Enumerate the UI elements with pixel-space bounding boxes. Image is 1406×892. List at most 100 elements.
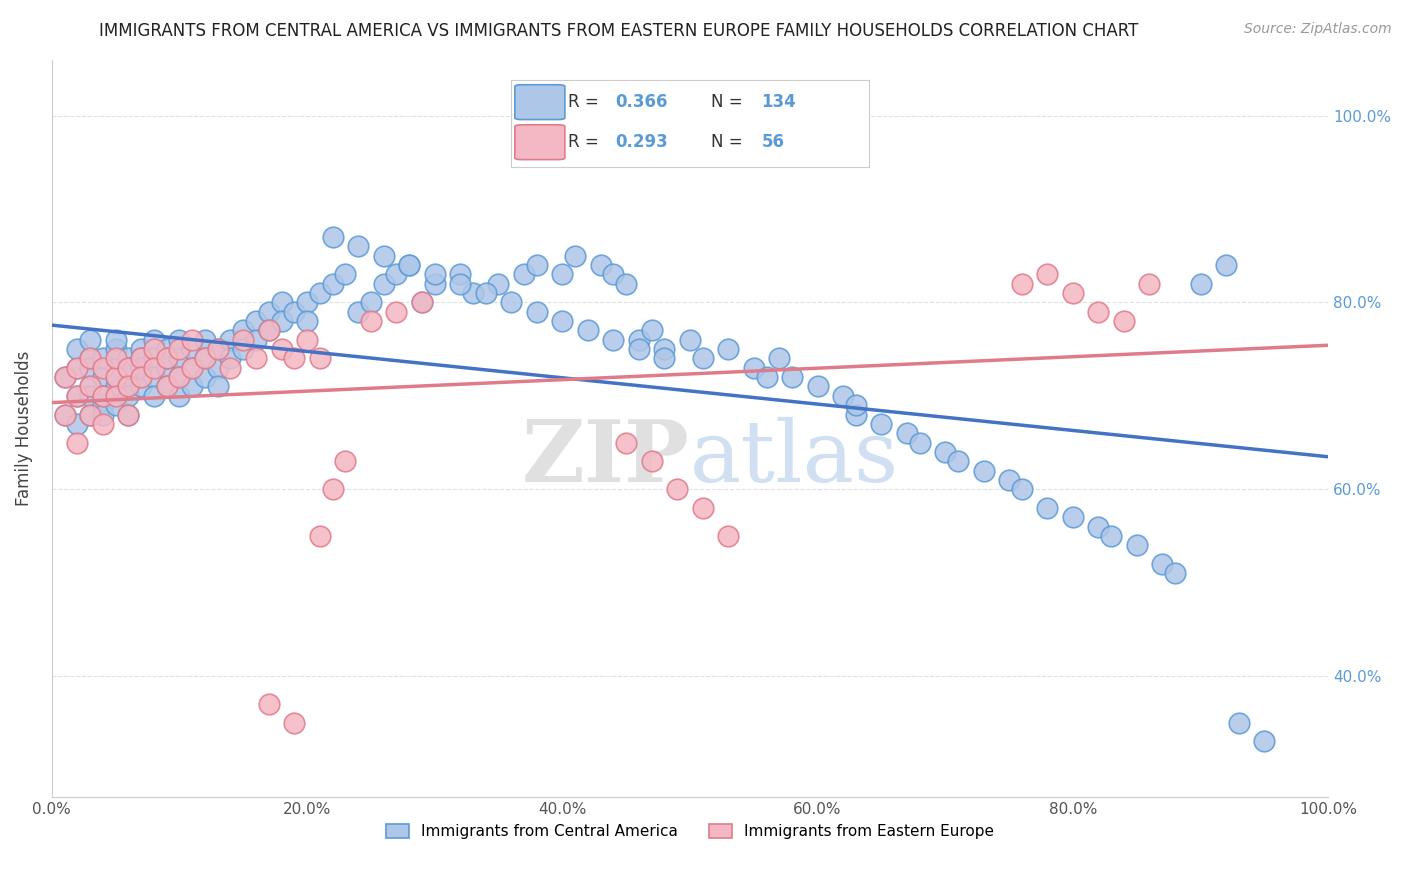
Point bbox=[692, 351, 714, 366]
Point bbox=[589, 258, 612, 272]
Legend: Immigrants from Central America, Immigrants from Eastern Europe: Immigrants from Central America, Immigra… bbox=[380, 818, 1000, 845]
Point bbox=[1189, 277, 1212, 291]
Y-axis label: Family Households: Family Households bbox=[15, 351, 32, 507]
Point bbox=[142, 351, 165, 366]
Text: Source: ZipAtlas.com: Source: ZipAtlas.com bbox=[1244, 22, 1392, 37]
Point bbox=[270, 342, 292, 356]
Point bbox=[142, 389, 165, 403]
Point bbox=[870, 417, 893, 431]
Point bbox=[142, 342, 165, 356]
Text: ZIP: ZIP bbox=[522, 416, 690, 500]
Point bbox=[66, 389, 89, 403]
Point bbox=[117, 379, 139, 393]
Point bbox=[717, 342, 740, 356]
Point bbox=[411, 295, 433, 310]
Point bbox=[1011, 277, 1033, 291]
Point bbox=[156, 360, 179, 375]
Point bbox=[79, 351, 101, 366]
Point bbox=[79, 379, 101, 393]
Point bbox=[104, 398, 127, 412]
Point bbox=[640, 323, 662, 337]
Point bbox=[156, 351, 179, 366]
Point bbox=[640, 454, 662, 468]
Point bbox=[602, 333, 624, 347]
Point bbox=[53, 408, 76, 422]
Point bbox=[946, 454, 969, 468]
Point bbox=[142, 370, 165, 384]
Point bbox=[308, 529, 330, 543]
Point bbox=[806, 379, 828, 393]
Point bbox=[1036, 268, 1059, 282]
Point bbox=[117, 408, 139, 422]
Point bbox=[742, 360, 765, 375]
Point bbox=[423, 277, 446, 291]
Point bbox=[104, 342, 127, 356]
Point bbox=[322, 277, 344, 291]
Point bbox=[79, 408, 101, 422]
Point bbox=[934, 445, 956, 459]
Point bbox=[66, 342, 89, 356]
Point bbox=[79, 379, 101, 393]
Point bbox=[1125, 538, 1147, 552]
Point bbox=[908, 435, 931, 450]
Point bbox=[104, 389, 127, 403]
Point bbox=[308, 286, 330, 301]
Point bbox=[780, 370, 803, 384]
Point bbox=[142, 333, 165, 347]
Point bbox=[461, 286, 484, 301]
Point bbox=[156, 379, 179, 393]
Point bbox=[308, 351, 330, 366]
Point bbox=[104, 351, 127, 366]
Point bbox=[232, 342, 254, 356]
Point bbox=[295, 333, 318, 347]
Point bbox=[1011, 482, 1033, 496]
Point bbox=[156, 379, 179, 393]
Point bbox=[973, 464, 995, 478]
Point bbox=[654, 342, 676, 356]
Point bbox=[156, 351, 179, 366]
Point bbox=[335, 268, 357, 282]
Point bbox=[257, 305, 280, 319]
Point bbox=[91, 408, 114, 422]
Point bbox=[91, 370, 114, 384]
Point bbox=[1036, 500, 1059, 515]
Point bbox=[347, 305, 370, 319]
Point bbox=[283, 305, 305, 319]
Point bbox=[53, 370, 76, 384]
Point bbox=[551, 268, 574, 282]
Point bbox=[104, 333, 127, 347]
Point bbox=[91, 389, 114, 403]
Point bbox=[717, 529, 740, 543]
Point bbox=[513, 268, 536, 282]
Point bbox=[614, 435, 637, 450]
Point bbox=[360, 314, 382, 328]
Point bbox=[423, 268, 446, 282]
Point bbox=[1164, 566, 1187, 581]
Point bbox=[156, 342, 179, 356]
Point bbox=[91, 360, 114, 375]
Point bbox=[270, 314, 292, 328]
Point bbox=[194, 333, 217, 347]
Point bbox=[66, 435, 89, 450]
Point bbox=[104, 370, 127, 384]
Point bbox=[385, 305, 408, 319]
Point bbox=[257, 697, 280, 711]
Point bbox=[129, 379, 152, 393]
Point bbox=[207, 342, 229, 356]
Point bbox=[232, 333, 254, 347]
Point bbox=[1062, 510, 1084, 524]
Point bbox=[322, 482, 344, 496]
Point bbox=[66, 417, 89, 431]
Point bbox=[474, 286, 496, 301]
Point bbox=[207, 342, 229, 356]
Point bbox=[896, 426, 918, 441]
Point bbox=[245, 333, 267, 347]
Point bbox=[360, 295, 382, 310]
Point bbox=[169, 389, 191, 403]
Point bbox=[219, 333, 242, 347]
Point bbox=[1099, 529, 1122, 543]
Point bbox=[1139, 277, 1161, 291]
Point bbox=[117, 379, 139, 393]
Point bbox=[627, 333, 650, 347]
Point bbox=[117, 351, 139, 366]
